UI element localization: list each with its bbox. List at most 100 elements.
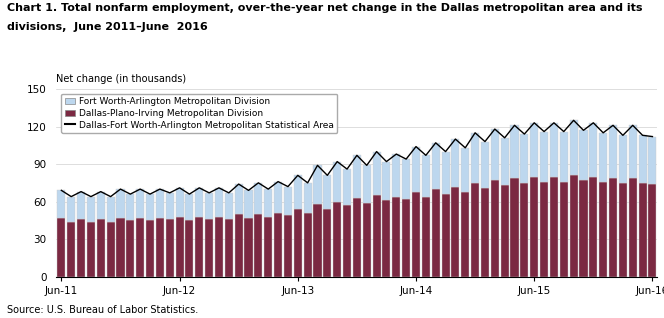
Bar [629, 178, 637, 277]
Bar [57, 190, 66, 218]
Bar [156, 189, 164, 218]
Bar [589, 176, 598, 277]
Bar [560, 132, 568, 182]
Bar [107, 222, 115, 277]
Bar [550, 123, 558, 176]
Bar [333, 162, 341, 202]
Bar [264, 217, 272, 277]
Bar [639, 135, 647, 183]
Bar [57, 218, 66, 277]
Bar [166, 219, 174, 277]
Bar [274, 182, 282, 213]
Bar [491, 180, 499, 277]
Bar [442, 152, 450, 194]
Bar [648, 136, 657, 184]
Bar [293, 209, 302, 277]
Bar [392, 154, 400, 197]
Bar [225, 193, 233, 219]
Bar [215, 217, 223, 277]
Bar [97, 192, 105, 219]
Bar [87, 222, 95, 277]
Bar [382, 200, 390, 277]
Bar [185, 194, 193, 220]
Bar [156, 218, 164, 277]
Bar [313, 204, 321, 277]
Bar [461, 148, 469, 192]
Bar [343, 169, 351, 205]
Bar [550, 176, 558, 277]
Bar [323, 175, 331, 209]
Bar [264, 189, 272, 217]
Bar [175, 188, 184, 217]
Bar [205, 193, 213, 219]
Bar [126, 194, 134, 220]
Bar [185, 220, 193, 277]
Bar [599, 133, 607, 182]
Bar [511, 178, 519, 277]
Bar [402, 199, 410, 277]
Bar [511, 125, 519, 178]
Text: Chart 1. Total nonfarm employment, over-the-year net change in the Dallas metrop: Chart 1. Total nonfarm employment, over-… [7, 3, 642, 13]
Bar [422, 197, 430, 277]
Bar [205, 219, 213, 277]
Bar [116, 189, 125, 218]
Bar [471, 183, 479, 277]
Bar [580, 180, 588, 277]
Bar [412, 147, 420, 192]
Bar [136, 218, 144, 277]
Bar [234, 184, 243, 214]
Bar [599, 182, 607, 277]
Bar [471, 133, 479, 183]
Bar [77, 192, 85, 219]
Bar [619, 183, 627, 277]
Bar [521, 134, 529, 183]
Bar [136, 189, 144, 218]
Bar [392, 197, 400, 277]
Bar [540, 182, 548, 277]
Legend: Fort Worth-Arlington Metropolitan Division, Dallas-Plano-Irving Metropolitan Div: Fort Worth-Arlington Metropolitan Divisi… [61, 93, 337, 133]
Bar [363, 203, 371, 277]
Bar [87, 197, 95, 222]
Bar [382, 162, 390, 200]
Bar [166, 193, 174, 219]
Bar [501, 185, 509, 277]
Bar [481, 188, 489, 277]
Bar [629, 125, 637, 178]
Bar [303, 213, 311, 277]
Bar [244, 218, 252, 277]
Bar [67, 197, 75, 222]
Bar [274, 213, 282, 277]
Bar [363, 165, 371, 203]
Bar [323, 209, 331, 277]
Text: Source: U.S. Bureau of Labor Statistics.: Source: U.S. Bureau of Labor Statistics. [7, 305, 198, 315]
Bar [234, 214, 243, 277]
Bar [432, 189, 440, 277]
Bar [195, 217, 203, 277]
Bar [442, 194, 450, 277]
Bar [254, 214, 262, 277]
Bar [530, 123, 539, 176]
Bar [284, 187, 292, 215]
Bar [333, 202, 341, 277]
Bar [609, 178, 617, 277]
Text: divisions,  June 2011–June  2016: divisions, June 2011–June 2016 [7, 22, 207, 32]
Bar [313, 165, 321, 204]
Bar [293, 175, 302, 209]
Bar [244, 190, 252, 218]
Bar [343, 205, 351, 277]
Bar [412, 192, 420, 277]
Bar [639, 183, 647, 277]
Bar [570, 120, 578, 175]
Bar [284, 215, 292, 277]
Bar [570, 175, 578, 277]
Bar [77, 219, 85, 277]
Bar [353, 155, 361, 198]
Bar [215, 188, 223, 217]
Bar [452, 139, 459, 187]
Bar [402, 159, 410, 199]
Bar [648, 184, 657, 277]
Text: Net change (in thousands): Net change (in thousands) [56, 74, 187, 84]
Bar [67, 222, 75, 277]
Bar [589, 123, 598, 176]
Bar [97, 219, 105, 277]
